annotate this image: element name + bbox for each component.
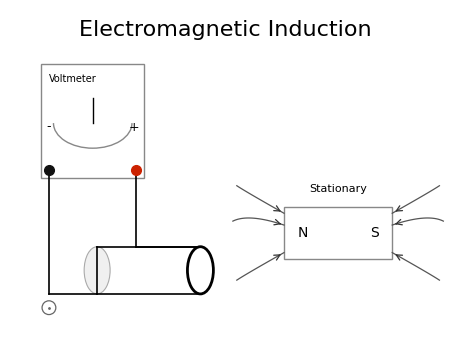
Bar	[41, 64, 144, 178]
Text: S: S	[370, 226, 378, 240]
Text: +: +	[129, 121, 140, 134]
Ellipse shape	[188, 247, 213, 294]
Text: N: N	[298, 226, 308, 240]
Text: -: -	[46, 121, 50, 134]
Text: Electromagnetic Induction: Electromagnetic Induction	[79, 21, 371, 41]
Ellipse shape	[84, 247, 110, 294]
Ellipse shape	[42, 301, 56, 315]
Text: Stationary: Stationary	[309, 184, 367, 194]
Bar	[284, 207, 392, 259]
Text: Voltmeter: Voltmeter	[49, 74, 97, 83]
